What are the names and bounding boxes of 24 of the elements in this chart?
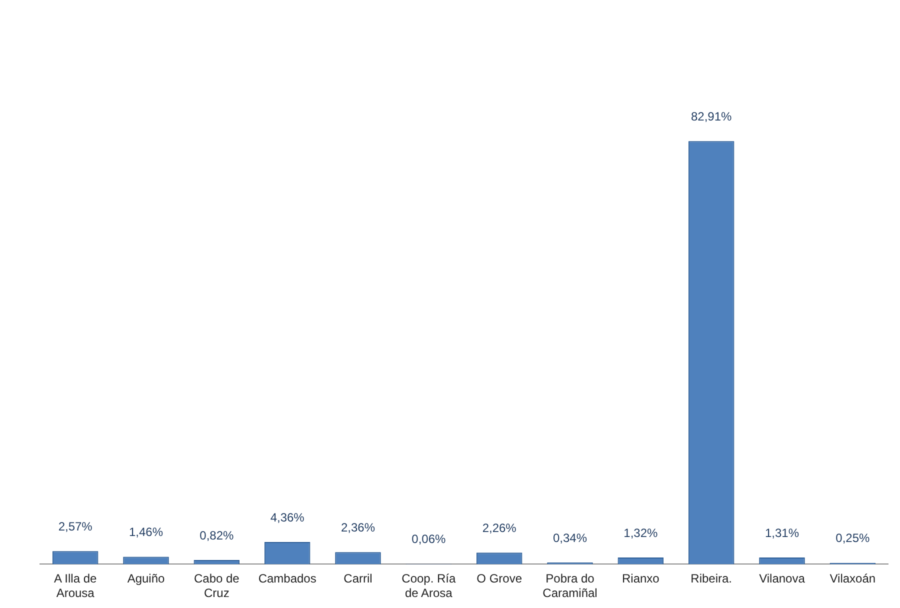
- data-label: 0,25%: [836, 531, 870, 546]
- data-label: 1,32%: [624, 526, 658, 540]
- x-tick-label: Pobra do Caramiñal: [542, 572, 598, 600]
- x-tick-label: O Grove: [476, 572, 522, 586]
- data-label: 0,82%: [200, 528, 234, 542]
- x-tick-label: Cambados: [258, 572, 316, 586]
- data-label: 0,06%: [412, 532, 446, 546]
- x-tick-label: Aguiño: [127, 572, 166, 586]
- data-label: 0,34%: [552, 530, 588, 545]
- data-label: 1,31%: [764, 526, 800, 540]
- data-label: 2,26%: [482, 520, 517, 535]
- data-label: 82,91%: [690, 109, 732, 124]
- data-label: 2,36%: [340, 520, 376, 534]
- x-tick-label: Carril: [344, 572, 372, 586]
- x-tick-label: Coop. Ría de Arosa: [402, 572, 456, 600]
- data-label: 2,57%: [58, 519, 93, 534]
- x-tick-label: Cabo de Cruz: [194, 572, 240, 600]
- x-tick-label: A Illa de Arousa: [54, 572, 98, 600]
- x-tick-label: Vilaxoán: [830, 572, 876, 586]
- x-tick-label: Rianxo: [622, 572, 660, 586]
- data-label: 1,46%: [128, 525, 164, 540]
- x-tick-label: Vilanova: [759, 572, 806, 586]
- x-tick-label: Ribeira.: [690, 572, 732, 586]
- data-label: 4,36%: [270, 510, 305, 524]
